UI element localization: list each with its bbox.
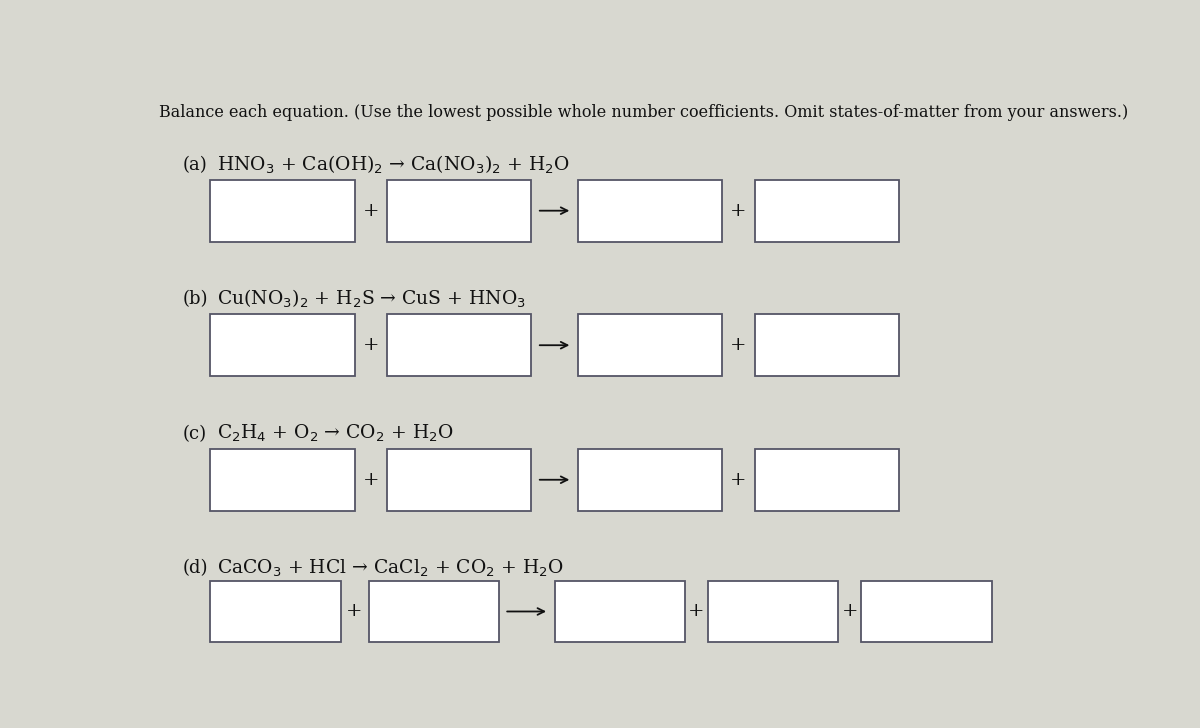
Text: (c): (c): [182, 424, 206, 443]
Bar: [755, 180, 899, 242]
Bar: [210, 581, 341, 642]
Text: (a): (a): [182, 156, 208, 174]
Text: +: +: [730, 202, 746, 220]
Text: +: +: [362, 336, 379, 355]
Text: Balance each equation. (Use the lowest possible whole number coefficients. Omit : Balance each equation. (Use the lowest p…: [160, 104, 1128, 121]
Text: (d): (d): [182, 559, 208, 577]
Text: +: +: [688, 603, 704, 620]
Bar: [554, 581, 685, 642]
Text: CaCO$_3$ + HCl → CaCl$_2$ + CO$_2$ + H$_2$O: CaCO$_3$ + HCl → CaCl$_2$ + CO$_2$ + H$_…: [217, 558, 564, 579]
Bar: [755, 449, 899, 510]
Bar: [210, 314, 355, 376]
Bar: [388, 449, 532, 510]
Bar: [578, 449, 722, 510]
Text: Cu(NO$_3$)$_2$ + H$_2$S → CuS + HNO$_3$: Cu(NO$_3$)$_2$ + H$_2$S → CuS + HNO$_3$: [217, 288, 526, 310]
Bar: [578, 180, 722, 242]
Text: +: +: [730, 471, 746, 488]
Text: +: +: [841, 603, 858, 620]
Text: C$_2$H$_4$ + O$_2$ → CO$_2$ + H$_2$O: C$_2$H$_4$ + O$_2$ → CO$_2$ + H$_2$O: [217, 423, 454, 444]
Text: +: +: [362, 202, 379, 220]
Bar: [708, 581, 839, 642]
Bar: [578, 314, 722, 376]
Text: (b): (b): [182, 290, 208, 308]
Text: +: +: [347, 603, 362, 620]
Text: +: +: [730, 336, 746, 355]
Bar: [210, 180, 355, 242]
Text: HNO$_3$ + Ca(OH)$_2$ → Ca(NO$_3$)$_2$ + H$_2$O: HNO$_3$ + Ca(OH)$_2$ → Ca(NO$_3$)$_2$ + …: [217, 154, 570, 176]
Bar: [388, 180, 532, 242]
Bar: [862, 581, 991, 642]
Bar: [388, 314, 532, 376]
Bar: [368, 581, 499, 642]
Bar: [755, 314, 899, 376]
Text: +: +: [362, 471, 379, 488]
Bar: [210, 449, 355, 510]
